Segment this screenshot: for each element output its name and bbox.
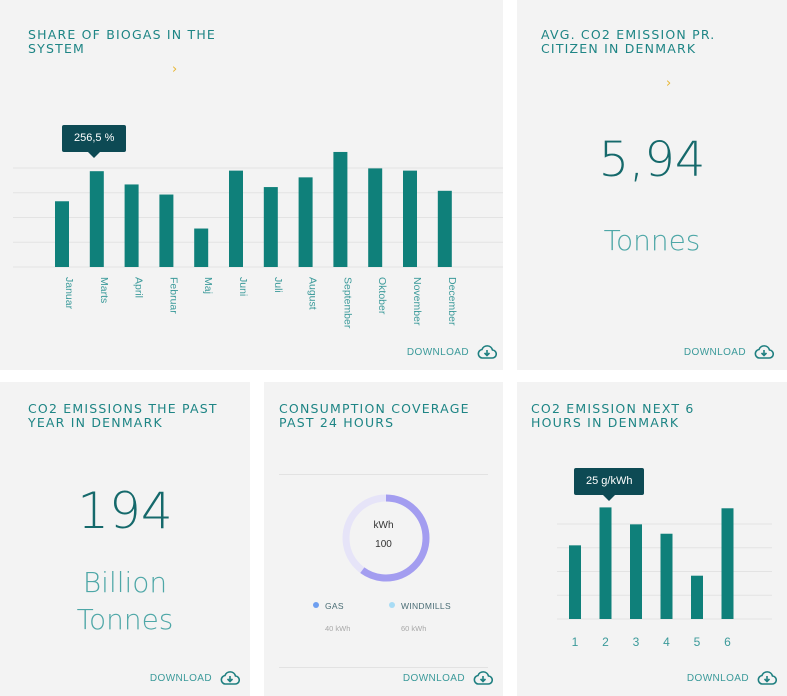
co2-next-card: CO2 EMISSION NEXT 6 HOURS IN DENMARK 1 2 3… [517,382,787,696]
x-tick-label: Januar [63,277,75,310]
co2-next-bar-chart: 1 2 3 4 5 6 [557,507,772,649]
bar-september[interactable] [333,151,348,267]
co2-past-download-button[interactable]: DOWNLOAD [150,671,240,685]
co2-next-tooltip: 25 g/kWh [574,468,645,501]
biogas-bar-chart: Januar Marts April Februar Maj Juni Juli August… [13,151,503,329]
x-tick-label: 4 [663,635,670,649]
legend-value: 40 kWh [325,624,351,633]
x-tick-label: 3 [633,635,640,649]
bar-hour-6[interactable] [721,508,734,619]
co2-past-card: CO2 EMISSIONS THE PAST YEAR IN DENMARK 1… [0,382,250,696]
x-tick-label: April [133,277,145,298]
bar-april[interactable] [124,184,139,267]
legend-label: GAS [325,601,344,611]
co2-next-download-button[interactable]: DOWNLOAD [687,671,777,685]
bar-december[interactable] [437,190,452,267]
bar-juni[interactable] [229,170,243,267]
bar-august[interactable] [298,177,313,267]
legend-dot-windmills [389,602,395,608]
chevron-right-icon[interactable]: › [172,62,178,77]
download-label: DOWNLOAD [406,346,469,358]
bar-juli[interactable] [263,187,278,267]
x-tick-label: Juli [272,277,284,293]
download-label: DOWNLOAD [683,346,746,358]
bar-hour-5[interactable] [691,575,703,619]
x-tick-label: Februar [167,277,179,314]
consumption-divider [279,474,488,475]
bar-marts[interactable] [89,171,104,267]
download-label: DOWNLOAD [402,672,465,684]
cloud-download-icon [757,671,777,685]
bar-oktober[interactable] [368,168,383,267]
legend-item-windmills[interactable]: WINDMILLS 60 kWh [389,596,451,633]
biogas-card: SHARE OF BIOGAS IN THE SYSTEM › Januar Ma… [0,0,503,370]
x-tick-label: Oktober [376,277,388,315]
co2-past-unit-line2: Tonnes [76,603,174,636]
cloud-download-icon [477,345,497,359]
x-tick-label: September [341,277,353,329]
co2-past-unit-line1: Billion [82,566,168,599]
download-label: DOWNLOAD [686,672,749,684]
consumption-download-button[interactable]: DOWNLOAD [403,671,493,685]
avg-co2-title: AVG. CO2 EMISSION PR. CITIZEN IN DENMARK [541,27,716,56]
x-tick-label: 2 [602,635,609,649]
donut-center-label: kWh [373,520,394,531]
cloud-download-icon [754,345,774,359]
x-tick-label: November [411,277,423,326]
x-tick-label: Maj [202,277,214,294]
consumption-card: CONSUMPTION COVERAGE PAST 24 HOURS kWh 1… [264,382,503,696]
biogas-download-button[interactable]: DOWNLOAD [407,345,497,359]
cloud-download-icon [220,671,240,685]
x-tick-label: Juni [237,277,249,296]
legend-label: WINDMILLS [401,601,451,611]
download-label: DOWNLOAD [149,672,212,684]
bar-hour-3[interactable] [630,524,642,619]
x-tick-label: 6 [724,635,731,649]
bar-februar[interactable] [159,194,174,267]
biogas-title: SHARE OF BIOGAS IN THE SYSTEM [28,27,217,56]
consumption-donut-chart [342,494,430,582]
x-tick-label: Marts [98,277,110,303]
x-tick-label: 1 [572,635,579,649]
x-tick-label: December [446,277,458,326]
donut-center-value: 100 [375,539,392,550]
avg-co2-value: 5,94 [598,132,706,188]
donut-slice-windmills[interactable] [342,494,430,582]
consumption-bottom-divider [279,667,488,668]
legend-item-gas[interactable]: GAS 40 kWh [313,596,350,633]
chevron-right-icon[interactable]: › [666,76,672,91]
bar-hour-4[interactable] [660,533,673,619]
avg-co2-unit: Tonnes [603,224,701,257]
legend-dot-gas [313,602,319,608]
x-tick-label: 5 [694,635,701,649]
biogas-tooltip: 256,5 % [62,125,127,158]
co2-past-value: 194 [77,482,173,540]
co2-next-title: CO2 EMISSION NEXT 6 HOURS IN DENMARK [531,401,695,430]
co2-past-title: CO2 EMISSIONS THE PAST YEAR IN DENMARK [28,401,218,430]
avg-co2-card: AVG. CO2 EMISSION PR. CITIZEN IN DENMARK… [517,0,787,370]
cloud-download-icon [473,671,493,685]
bar-maj[interactable] [194,228,209,267]
bar-hour-1[interactable] [569,545,581,619]
x-tick-label: August [307,277,319,310]
legend-value: 60 kWh [401,624,427,633]
bar-januar[interactable] [55,201,69,267]
bar-november[interactable] [403,170,417,267]
consumption-title: CONSUMPTION COVERAGE PAST 24 HOURS [279,401,470,430]
avg-co2-download-button[interactable]: DOWNLOAD [684,345,774,359]
bar-hour-2[interactable] [599,507,612,619]
